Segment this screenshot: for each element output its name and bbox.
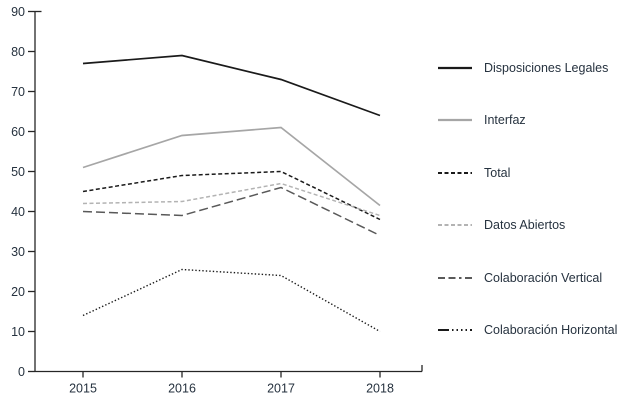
series-line-total [82, 170, 381, 221]
y-tick-label: 80 [11, 45, 25, 59]
legend-item-datos-abiertos: Datos Abiertos [438, 215, 624, 235]
legend-label-disposiciones-legales: Disposiciones Legales [484, 61, 609, 75]
series-line-interfaz [82, 126, 381, 207]
x-tick-label: 2018 [366, 382, 394, 396]
series-line-colaboraci-n-vertical [82, 186, 381, 237]
y-tick-label: 70 [11, 85, 25, 99]
series-line-disposiciones-legales [82, 54, 381, 117]
x-tick-label: 2017 [267, 382, 295, 396]
x-tick-label: 2015 [69, 382, 97, 396]
y-tick-label: 20 [11, 285, 25, 299]
y-tick-label: 0 [18, 365, 25, 379]
x-tick-label: 2016 [168, 382, 196, 396]
y-tick-label: 60 [11, 125, 25, 139]
chart-svg: 0 10 20 30 40 50 60 70 80 90 2015 2016 2017 2018 [11, 5, 423, 396]
y-tick-label: 90 [11, 5, 25, 19]
legend-label-total: Total [484, 165, 511, 180]
legend-swatch-colaboraci-n-horizontal-line-icon [438, 328, 472, 331]
legend-label-colaboraci-n-vertical: Colaboración Vertical [484, 270, 603, 285]
legend-item-disposiciones-legales: Disposiciones Legales [438, 58, 624, 78]
chart-legend: Disposiciones Legales Interfaz Total Datos … [438, 58, 624, 340]
y-tick-label: 40 [11, 205, 25, 219]
legend-item-colaboraci-n-vertical: Colaboración Vertical [438, 268, 624, 288]
legend-label-colaboraci-n-horizontal: Colaboración Horizontal [484, 322, 618, 337]
series-line-colaboraci-n-horizontal [82, 268, 381, 333]
y-tick-label: 50 [11, 165, 25, 179]
y-tick-label: 10 [11, 325, 25, 339]
legend-swatch-colaboraci-n-vertical-line-icon [438, 276, 472, 279]
series-line-datos-abiertos [82, 182, 381, 217]
legend-item-total: Total [438, 163, 624, 183]
y-tick-label: 30 [11, 245, 25, 259]
legend-item-interfaz: Interfaz [438, 110, 624, 130]
legend-item-colaboraci-n-horizontal: Colaboración Horizontal [438, 320, 624, 340]
legend-label-interfaz: Interfaz [484, 113, 526, 128]
legend-swatch-interfaz-line-icon [438, 119, 472, 122]
legend-swatch-datos-abiertos-line-icon [438, 224, 472, 227]
legend-swatch-total-line-icon [438, 171, 472, 174]
legend-label-datos-abiertos: Datos Abiertos [484, 218, 566, 233]
legend-swatch-disposiciones-legales-line-icon [438, 66, 472, 70]
